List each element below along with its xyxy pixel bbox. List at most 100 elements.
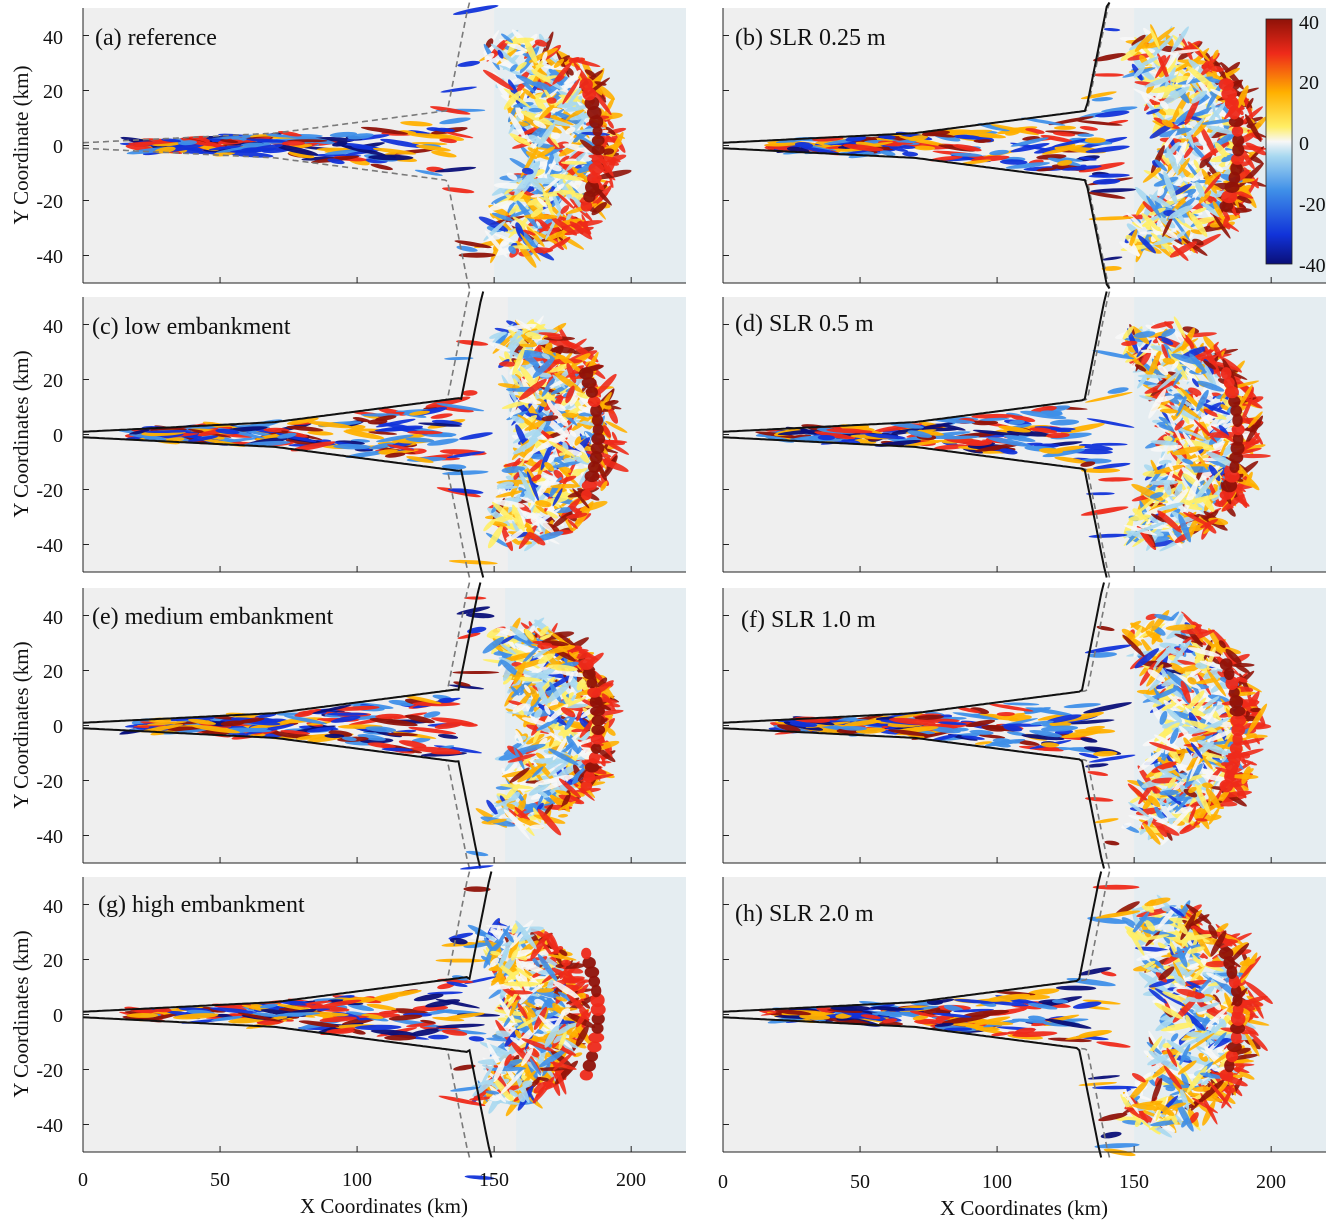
plume-cell	[1221, 494, 1245, 512]
panel-b-shorelines	[722, 1, 1111, 290]
plume-cell	[1163, 171, 1178, 205]
channel-cell	[989, 149, 1010, 156]
plume-cell	[508, 112, 526, 138]
channel-cell	[1091, 97, 1113, 102]
plume-cell	[1122, 325, 1134, 340]
plume-cell	[565, 385, 575, 404]
channel-cell	[794, 142, 814, 148]
channel-cell	[843, 144, 884, 152]
plume-cell	[511, 415, 525, 424]
plume-cell	[604, 400, 619, 406]
plume-cell	[553, 58, 565, 69]
panel-a-ylabel: Y Coordinate (km)	[9, 65, 33, 224]
channel-cell	[380, 138, 424, 148]
plume-cell	[1139, 395, 1160, 402]
plume-cell	[1140, 349, 1158, 354]
panel-c-velocity-field	[115, 297, 686, 572]
channel-cell	[1010, 137, 1049, 147]
channel-cell	[208, 145, 244, 151]
plume-cell	[605, 420, 628, 433]
channel-cell	[374, 427, 424, 432]
plume-cell	[1203, 360, 1216, 370]
plume-cell	[506, 172, 518, 181]
plume-cell	[1203, 173, 1222, 195]
plume-front-cell	[581, 947, 592, 960]
channel-cell	[441, 464, 467, 470]
plume-cell	[1176, 231, 1186, 238]
plume-cell	[521, 334, 538, 347]
plume-cell	[1161, 344, 1169, 360]
channel-cell	[1098, 477, 1134, 482]
channel-cell	[814, 431, 856, 440]
channel-cell	[129, 429, 150, 435]
plume-cell	[514, 50, 525, 56]
plume-front-cell	[581, 377, 597, 389]
channel-cell	[429, 106, 471, 115]
plume-cell	[1137, 374, 1168, 379]
plume-cell	[1173, 56, 1202, 73]
channel-cell	[979, 417, 1010, 421]
plume-cell	[1233, 193, 1252, 204]
channel-cell	[953, 134, 982, 140]
plume-cell	[1174, 483, 1183, 497]
plume-cell	[1189, 353, 1206, 372]
plume-cell	[518, 469, 535, 503]
channel-cell	[345, 450, 387, 458]
plume-cell	[1161, 119, 1174, 128]
plume-cell	[1213, 344, 1222, 358]
plume-front-cell	[581, 480, 597, 491]
plume-cell	[1214, 142, 1227, 158]
channel-cell	[999, 159, 1028, 165]
plume-cell	[1219, 380, 1226, 392]
plume-cell	[512, 440, 538, 455]
plume-cell	[1212, 213, 1231, 239]
plume-cell	[1186, 66, 1215, 90]
plume-cell	[503, 90, 522, 110]
plume-cell	[1186, 430, 1207, 441]
plume-cell	[550, 216, 578, 236]
plume-cell	[523, 450, 534, 462]
channel-cell	[902, 151, 919, 157]
channel-cell	[975, 139, 992, 143]
plume-cell	[1159, 86, 1190, 107]
channel-cell	[1084, 391, 1133, 403]
plume-front-cell	[585, 386, 598, 398]
channel-cell	[908, 135, 928, 141]
plume-cell	[1162, 215, 1174, 238]
plume-cell	[560, 205, 570, 214]
plume-cell	[551, 345, 564, 353]
plume-cell	[532, 178, 557, 185]
channel-cell	[977, 123, 1010, 132]
plume-cell	[1158, 507, 1178, 514]
plume-cell	[1198, 190, 1212, 204]
plume-cell	[503, 88, 532, 109]
plume-cell	[515, 424, 528, 448]
plume-cell	[516, 75, 538, 87]
plume-cell	[1157, 365, 1169, 376]
plume-cell	[542, 75, 558, 80]
plume-cell	[1200, 141, 1231, 161]
plume-cell	[1183, 144, 1195, 159]
channel-cell	[1079, 156, 1097, 161]
plume-cell	[537, 339, 550, 345]
channel-cell	[1091, 442, 1128, 446]
panel-b-title: (b) SLR 0.25 m	[735, 25, 886, 51]
plume-cell	[1172, 183, 1192, 196]
plume-cell	[562, 78, 580, 105]
plume-cell	[1146, 349, 1162, 381]
plume-cell	[546, 511, 558, 519]
plume-cell	[571, 220, 603, 228]
reference-shoreline	[82, 147, 471, 289]
channel-cell	[1102, 256, 1123, 261]
plume-cell	[491, 212, 514, 222]
plume-cell	[508, 202, 522, 216]
plume-cell	[1133, 88, 1162, 103]
plume-cell	[595, 83, 615, 101]
plume-front-cell	[591, 432, 606, 445]
plume-cell	[1147, 515, 1159, 524]
plume-cell	[525, 332, 542, 340]
plume-cell	[542, 238, 568, 255]
channel-cell	[917, 422, 955, 430]
channel-cell	[161, 138, 182, 143]
plume-cell	[559, 236, 571, 247]
